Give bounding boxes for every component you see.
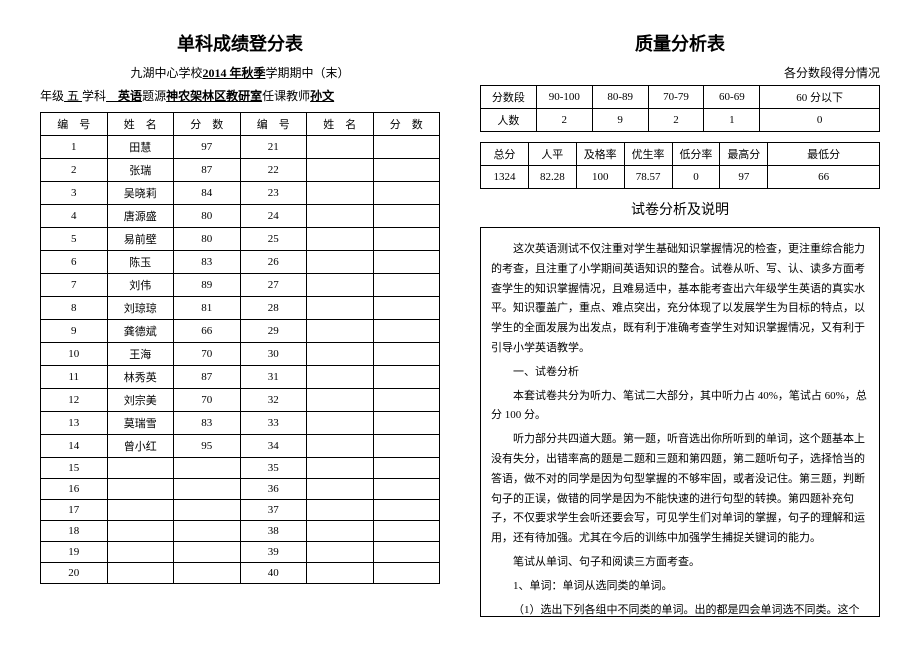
table-row: 3吴晓莉8423 xyxy=(41,182,440,205)
table-row: 2040 xyxy=(41,563,440,584)
essay-paragraph: （1）选出下列各组中不同类的单词。出的都是四会单词选不同类。这个题大部分同学都做… xyxy=(491,601,869,617)
table-row: 7刘伟8927 xyxy=(41,274,440,297)
table-row: 9龚德斌6629 xyxy=(41,320,440,343)
essay-paragraph: 笔试从单词、句子和阅读三方面考查。 xyxy=(491,553,869,573)
score-header-cell: 编 号 xyxy=(240,113,307,136)
table-row: 12刘宗美7032 xyxy=(41,389,440,412)
dist-table: 分数段90-10080-8970-7960-6960 分以下 人数29210 xyxy=(480,85,880,132)
table-row: 13莫瑞雪8333 xyxy=(41,412,440,435)
table-row: 8刘琼琼8128 xyxy=(41,297,440,320)
right-title: 质量分析表 xyxy=(480,30,880,56)
table-row: 4唐源盛8024 xyxy=(41,205,440,228)
table-row: 11林秀英8731 xyxy=(41,366,440,389)
table-row: 6陈玉8326 xyxy=(41,251,440,274)
score-table: 编 号姓 名分 数编 号姓 名分 数 1田慧97212张瑞87223吴晓莉842… xyxy=(40,112,440,584)
score-header-cell: 编 号 xyxy=(41,113,108,136)
left-title: 单科成绩登分表 xyxy=(40,30,440,56)
score-header-cell: 分 数 xyxy=(174,113,241,136)
table-row: 14曾小红9534 xyxy=(41,435,440,458)
essay-paragraph: 听力部分共四道大题。第一题，听音选出你所听到的单词，这个题基本上没有失分，出错率… xyxy=(491,430,869,549)
table-row: 1636 xyxy=(41,479,440,500)
essay-paragraph: 本套试卷共分为听力、笔试二大部分，其中听力占 40%，笔试占 60%，总分 10… xyxy=(491,387,869,427)
score-header-cell: 姓 名 xyxy=(307,113,374,136)
table-row: 10王海7030 xyxy=(41,343,440,366)
table-row: 1737 xyxy=(41,500,440,521)
table-row: 1838 xyxy=(41,521,440,542)
essay-box: 这次英语测试不仅注重对学生基础知识掌握情况的检查，更注重综合能力的考查，且注重了… xyxy=(480,227,880,617)
table-row: 1535 xyxy=(41,458,440,479)
table-row: 1田慧9721 xyxy=(41,136,440,159)
stat-table: 总分人平及格率优生率低分率最高分最低分 132482.2810078.57097… xyxy=(480,142,880,189)
left-subtitle: 九湖中心学校2014 年秋季学期期中（末） xyxy=(40,64,440,81)
table-row: 1939 xyxy=(41,542,440,563)
left-info-line: 年级 五 学科 英语题源神农架林区教研室任课教师孙文 xyxy=(40,87,440,104)
essay-paragraph: 这次英语测试不仅注重对学生基础知识掌握情况的检查，更注重综合能力的考查，且注重了… xyxy=(491,240,869,359)
essay-paragraph: 1、单词：单词从选同类的单词。 xyxy=(491,577,869,597)
table-row: 5易前壁8025 xyxy=(41,228,440,251)
essay-paragraph: 一、试卷分析 xyxy=(491,363,869,383)
table-row: 2张瑞8722 xyxy=(41,159,440,182)
score-header-cell: 姓 名 xyxy=(107,113,174,136)
essay-title: 试卷分析及说明 xyxy=(480,199,880,219)
score-header-cell: 分 数 xyxy=(373,113,440,136)
dist-label: 各分数段得分情况 xyxy=(480,64,880,81)
